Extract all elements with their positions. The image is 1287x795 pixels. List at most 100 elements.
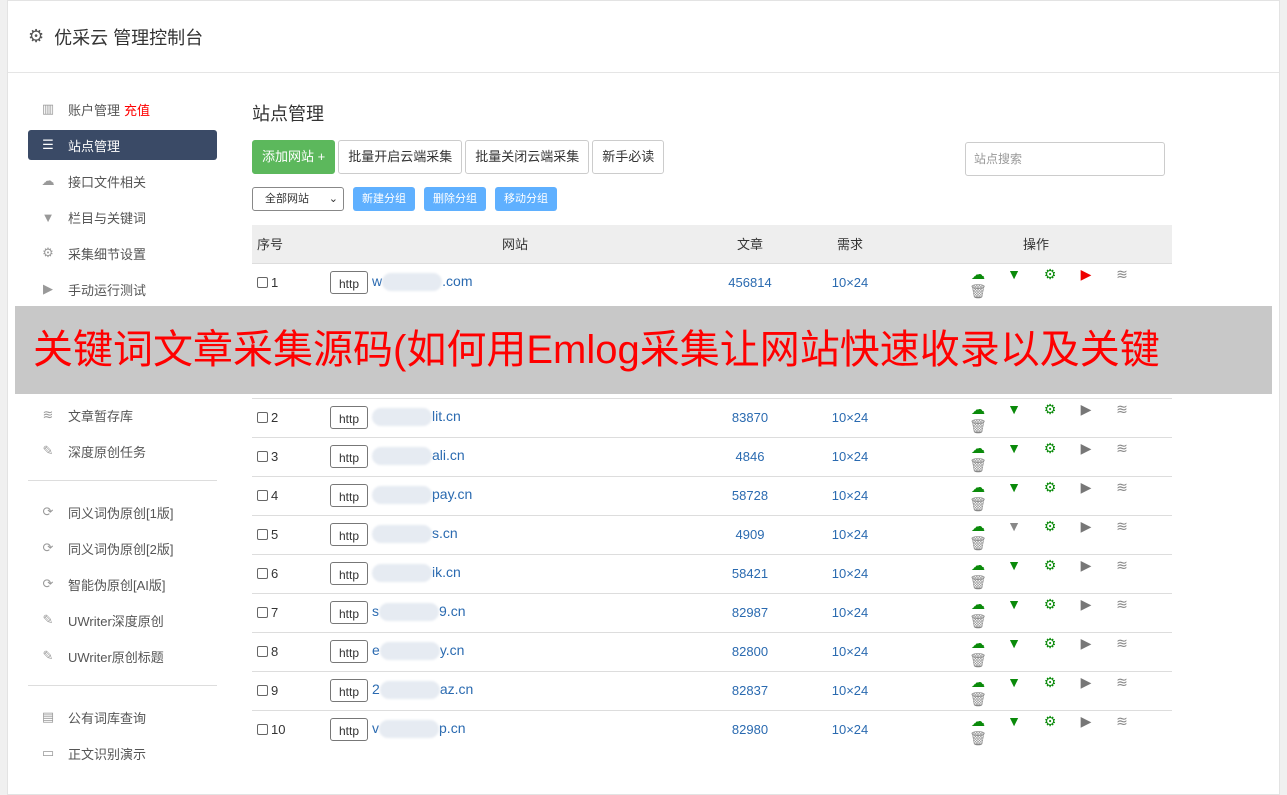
trash-icon[interactable]: 🗑 — [969, 573, 987, 590]
new-group-button[interactable]: 新建分组 — [353, 187, 415, 211]
trash-icon[interactable]: 🗑 — [969, 729, 987, 746]
sidebar-item-3[interactable]: ▼ 栏目与关键词 — [28, 202, 217, 232]
article-count[interactable]: 58728 — [700, 475, 800, 515]
article-count[interactable]: 58421 — [700, 553, 800, 593]
http-button[interactable]: http — [330, 562, 369, 585]
database-icon[interactable]: ≋ — [1116, 400, 1128, 417]
demand[interactable]: 10×24 — [800, 709, 900, 749]
sidebar-item-0[interactable]: ▥ 账户管理 充值 — [28, 94, 217, 124]
http-button[interactable]: http — [330, 445, 369, 468]
sidebar-tool-item[interactable]: ▭ 正文识别演示 — [28, 738, 217, 768]
trash-icon[interactable]: 🗑 — [969, 495, 987, 512]
play-icon[interactable]: ▶ — [1080, 673, 1092, 690]
site-link[interactable]: pay.cn — [372, 486, 472, 505]
sidebar-item-4[interactable]: ⚙ 采集细节设置 — [28, 238, 217, 268]
delete-group-button[interactable]: 删除分组 — [424, 187, 486, 211]
cloud-upload-icon[interactable]: ☁ — [971, 439, 985, 456]
http-button[interactable]: http — [330, 271, 369, 295]
row-checkbox[interactable] — [257, 646, 268, 657]
sidebar-rewrite-item[interactable]: ✎ UWriter深度原创 — [28, 605, 217, 635]
database-icon[interactable]: ≋ — [1116, 634, 1128, 651]
database-icon[interactable]: ≋ — [1116, 517, 1128, 534]
sidebar-rewrite-item[interactable]: ⟳ 同义词伪原创[1版] — [28, 497, 217, 527]
site-link[interactable]: lit.cn — [372, 408, 461, 427]
sidebar-rewrite-item[interactable]: ✎ UWriter原创标题 — [28, 641, 217, 671]
article-count[interactable]: 456814 — [700, 262, 800, 302]
demand[interactable]: 10×24 — [800, 436, 900, 476]
site-link[interactable]: v p.cn — [372, 720, 465, 739]
row-checkbox[interactable] — [257, 685, 268, 696]
demand[interactable]: 10×24 — [800, 670, 900, 710]
sidebar-item-1[interactable]: ☰ 站点管理 — [28, 130, 217, 160]
site-link[interactable]: e y.cn — [372, 642, 464, 661]
sidebar-rewrite-item[interactable]: ⟳ 同义词伪原创[2版] — [28, 533, 217, 563]
row-checkbox[interactable] — [257, 277, 268, 289]
sidebar-item-5[interactable]: ▶ 手动运行测试 — [28, 274, 217, 304]
play-icon[interactable]: ▶ — [1080, 478, 1092, 495]
article-count[interactable]: 83870 — [700, 397, 800, 437]
trash-icon[interactable]: 🗑 — [969, 417, 987, 434]
gears-icon[interactable]: ⚙ — [1043, 673, 1057, 690]
site-link[interactable]: s 9.cn — [372, 603, 465, 622]
sidebar-item-2[interactable]: ☁ 接口文件相关 — [28, 166, 217, 196]
demand[interactable]: 10×24 — [800, 397, 900, 437]
cloud-upload-icon[interactable]: ☁ — [971, 400, 985, 417]
move-group-button[interactable]: 移动分组 — [495, 187, 557, 211]
sidebar-tool-item[interactable]: ▤ 公有词库查询 — [28, 702, 217, 732]
article-count[interactable]: 82800 — [700, 631, 800, 671]
cloud-upload-icon[interactable]: ☁ — [971, 265, 985, 282]
sidebar-item-7[interactable]: ✎ 深度原创任务 — [28, 436, 217, 466]
sidebar-item-6[interactable]: ≋ 文章暂存库 — [28, 400, 217, 430]
add-site-button[interactable]: 添加网站 + — [252, 140, 336, 174]
gears-icon[interactable]: ⚙ — [1043, 439, 1057, 456]
bulk-enable-button[interactable]: 批量开启云端采集 — [338, 140, 463, 174]
gears-icon[interactable]: ⚙ — [1043, 265, 1057, 282]
http-button[interactable]: http — [330, 718, 369, 742]
play-icon[interactable]: ▶ — [1080, 556, 1092, 573]
recharge-link[interactable]: 充值 — [124, 102, 151, 118]
database-icon[interactable]: ≋ — [1116, 265, 1128, 282]
site-link[interactable]: ali.cn — [372, 447, 465, 466]
trash-icon[interactable]: 🗑 — [969, 534, 987, 551]
row-checkbox[interactable] — [257, 607, 268, 618]
play-icon[interactable]: ▶ — [1080, 712, 1092, 729]
filter-icon[interactable]: ▼ — [1007, 400, 1021, 417]
trash-icon[interactable]: 🗑 — [969, 690, 987, 707]
row-checkbox[interactable] — [257, 490, 268, 501]
bulk-disable-button[interactable]: 批量关闭云端采集 — [465, 140, 590, 174]
play-icon[interactable]: ▶ — [1080, 439, 1092, 456]
filter-icon[interactable]: ▼ — [1007, 634, 1021, 651]
database-icon[interactable]: ≋ — [1116, 712, 1128, 729]
gears-icon[interactable]: ⚙ — [1043, 556, 1057, 573]
row-checkbox[interactable] — [257, 451, 268, 462]
gears-icon[interactable]: ⚙ — [1043, 478, 1057, 495]
demand[interactable]: 10×24 — [800, 592, 900, 632]
site-search-input[interactable]: 站点搜索 — [965, 142, 1165, 176]
filter-icon[interactable]: ▼ — [1007, 439, 1021, 456]
trash-icon[interactable]: 🗑 — [969, 282, 987, 299]
cloud-upload-icon[interactable]: ☁ — [971, 595, 985, 612]
gears-icon[interactable]: ⚙ — [1043, 595, 1057, 612]
http-button[interactable]: http — [330, 523, 369, 546]
article-count[interactable]: 4909 — [700, 514, 800, 554]
http-button[interactable]: http — [330, 679, 369, 702]
gears-icon[interactable]: ⚙ — [1043, 634, 1057, 651]
filter-icon[interactable]: ▼ — [1007, 712, 1021, 729]
gears-icon[interactable]: ⚙ — [1043, 517, 1057, 534]
gears-icon[interactable]: ⚙ — [1043, 712, 1057, 729]
filter-icon[interactable]: ▼ — [1007, 265, 1021, 282]
http-button[interactable]: http — [330, 406, 369, 429]
cloud-upload-icon[interactable]: ☁ — [971, 673, 985, 690]
play-icon[interactable]: ▶ — [1080, 517, 1092, 534]
article-count[interactable]: 82987 — [700, 592, 800, 632]
site-link[interactable]: w .com — [372, 273, 472, 292]
http-button[interactable]: http — [330, 484, 369, 507]
database-icon[interactable]: ≋ — [1116, 439, 1128, 456]
http-button[interactable]: http — [330, 640, 369, 663]
article-count[interactable]: 4846 — [700, 436, 800, 476]
site-link[interactable]: 2 az.cn — [372, 681, 473, 700]
trash-icon[interactable]: 🗑 — [969, 456, 987, 473]
sidebar-rewrite-item[interactable]: ⟳ 智能伪原创[AI版] — [28, 569, 217, 599]
demand[interactable]: 10×24 — [800, 475, 900, 515]
filter-icon[interactable]: ▼ — [1007, 478, 1021, 495]
